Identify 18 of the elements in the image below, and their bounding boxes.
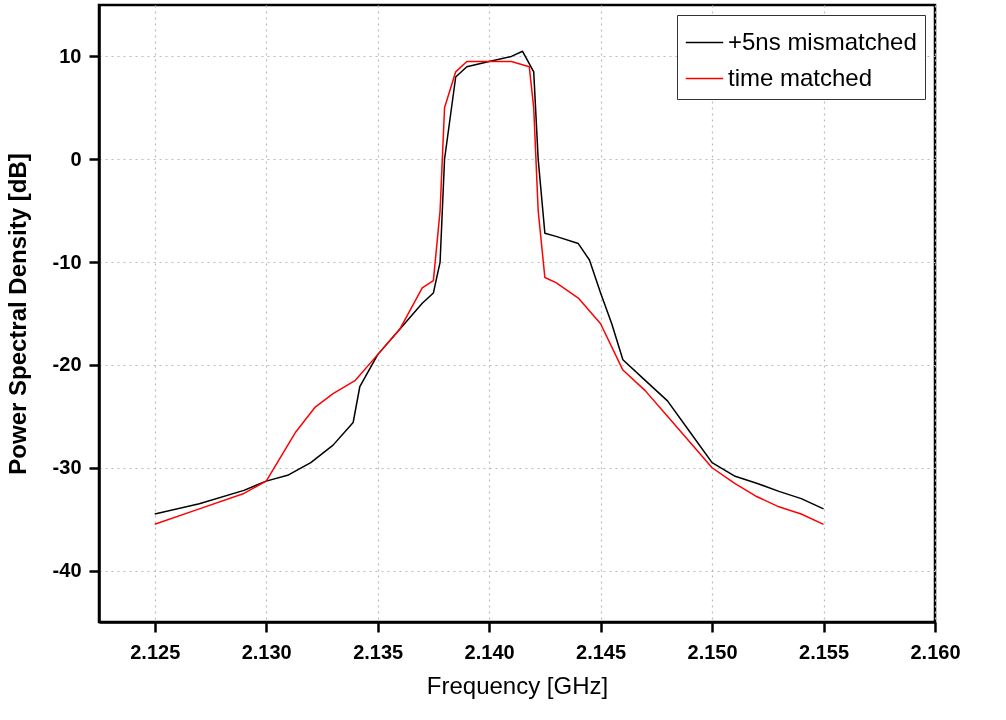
x-axis-title: Frequency [GHz] bbox=[426, 671, 609, 699]
y-tick-label: 0 bbox=[70, 147, 82, 170]
y-tick-label: -40 bbox=[52, 559, 82, 582]
y-axis-title: Power Spectral Density [dB] bbox=[3, 153, 31, 475]
legend-label: time matched bbox=[728, 63, 873, 91]
y-tick-label: -30 bbox=[52, 456, 82, 479]
legend-label: +5ns mismatched bbox=[728, 27, 917, 55]
x-tick-label: 2.140 bbox=[464, 640, 515, 663]
y-tick-label: 10 bbox=[59, 44, 82, 67]
x-tick-label: 2.160 bbox=[910, 640, 961, 663]
x-tick-label: 2.145 bbox=[576, 640, 627, 663]
x-tick-label: 2.130 bbox=[241, 640, 292, 663]
x-tick-label: 2.155 bbox=[799, 640, 850, 663]
y-tick-label: -10 bbox=[52, 250, 82, 273]
x-tick-label: 2.125 bbox=[130, 640, 181, 663]
y-tick-label: -20 bbox=[52, 353, 82, 376]
x-tick-label: 2.150 bbox=[687, 640, 738, 663]
x-tick-label: 2.135 bbox=[353, 640, 404, 663]
